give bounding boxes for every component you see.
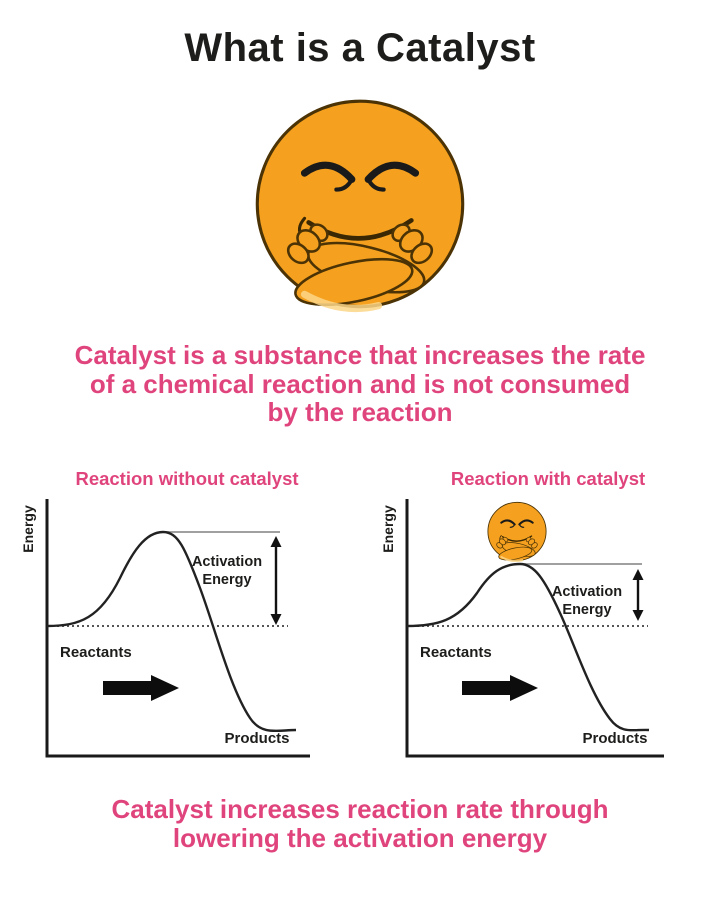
products-label: Products bbox=[224, 730, 289, 747]
energy-curve bbox=[46, 530, 296, 733]
reaction-direction-arrow bbox=[102, 675, 179, 701]
energy-diagram-without-catalyst: Energy Activation Energy Reactants Produ… bbox=[20, 499, 310, 758]
reactants-label: Reactants bbox=[420, 644, 492, 661]
page-title: What is a Catalyst bbox=[184, 26, 536, 70]
energy-curve bbox=[406, 562, 650, 732]
y-axis-label: Energy bbox=[382, 505, 396, 553]
reactants-label: Reactants bbox=[60, 644, 132, 661]
activation-energy-label-line2: Energy bbox=[562, 602, 611, 618]
confident-muscular-smiley-icon bbox=[247, 97, 473, 315]
diagram-without-catalyst: Reaction without catalyst Energy Activat… bbox=[16, 468, 358, 765]
definition-line: by the reaction bbox=[267, 397, 453, 427]
conclusion-line: Catalyst increases reaction rate through bbox=[111, 794, 609, 824]
y-axis-label: Energy bbox=[20, 505, 36, 553]
catalyst-mascot bbox=[0, 97, 720, 315]
reaction-direction-arrow bbox=[462, 675, 538, 701]
activation-energy-arrow bbox=[270, 536, 281, 625]
conclusion-text: Catalyst increases reaction rate through… bbox=[0, 795, 720, 853]
energy-diagram-with-catalyst: Energy Activation Energy Reactants Produ… bbox=[382, 499, 664, 758]
conclusion-line: lowering the activation energy bbox=[172, 823, 548, 853]
activation-energy-label-line1: Activation bbox=[552, 584, 622, 600]
products-label: Products bbox=[582, 730, 647, 747]
diagram-title: Reaction without catalyst bbox=[75, 468, 299, 489]
activation-energy-arrow bbox=[632, 569, 644, 621]
diagram-title: Reaction with catalyst bbox=[450, 468, 646, 489]
activation-energy-label-line1: Activation bbox=[191, 554, 261, 570]
definition-line: Catalyst is a substance that increases t… bbox=[74, 340, 646, 370]
definition-text: Catalyst is a substance that increases t… bbox=[0, 341, 720, 427]
diagram-with-catalyst: Reaction with catalyst Energy Activation… bbox=[382, 468, 714, 765]
catalyst-mascot-on-peak-icon bbox=[486, 501, 548, 563]
definition-line: of a chemical reaction and is not consum… bbox=[89, 368, 631, 399]
activation-energy-label-line2: Energy bbox=[202, 572, 251, 588]
